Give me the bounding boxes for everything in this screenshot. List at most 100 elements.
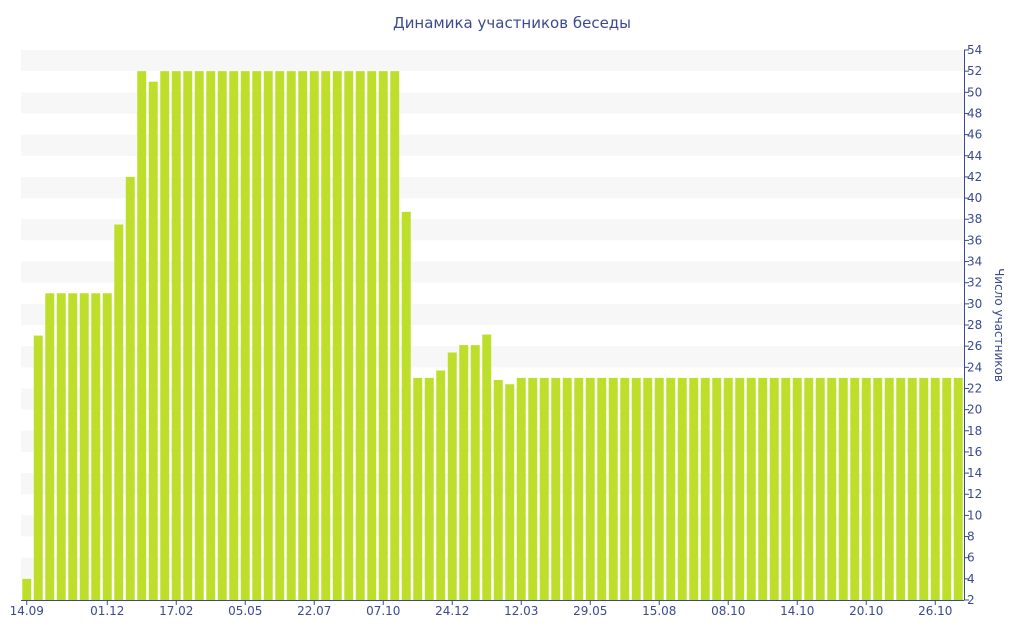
chart-title: Динамика участников беседы	[393, 14, 631, 32]
bar	[137, 71, 147, 600]
bar	[677, 377, 687, 600]
bar	[171, 71, 181, 600]
bar	[321, 71, 331, 600]
x-tick-label: 17.02	[159, 604, 193, 618]
bar	[620, 377, 630, 600]
bar	[562, 377, 572, 600]
bar	[194, 71, 204, 600]
bar	[160, 71, 170, 600]
bar	[493, 380, 503, 600]
y-tick-label: 42	[967, 170, 982, 184]
bar	[229, 71, 239, 600]
x-tick-label: 01.12	[90, 604, 124, 618]
bar	[528, 377, 538, 600]
bar	[447, 352, 457, 600]
bar	[654, 377, 664, 600]
y-tick-label: 32	[967, 276, 982, 290]
y-tick-label: 2	[967, 593, 975, 607]
bar	[298, 71, 308, 600]
y-tick-label: 52	[967, 64, 982, 78]
bar	[79, 293, 89, 600]
y-tick-label: 6	[967, 551, 975, 565]
y-tick-label: 30	[967, 297, 982, 311]
y-axis-label: Число участников	[992, 268, 1006, 382]
bar	[367, 71, 377, 600]
bar	[781, 377, 791, 600]
x-tick-label: 08.10	[711, 604, 745, 618]
bar	[459, 345, 469, 600]
bar	[930, 377, 940, 600]
bar	[792, 377, 802, 600]
bars	[22, 71, 963, 601]
y-tick-label: 34	[967, 255, 982, 269]
y-tick-label: 50	[967, 85, 982, 99]
x-tick-label: 24.12	[435, 604, 469, 618]
bar	[148, 81, 158, 601]
bar	[804, 377, 814, 600]
x-tick-label: 05.05	[228, 604, 262, 618]
bar	[907, 377, 917, 600]
bar	[355, 71, 365, 600]
bar	[436, 370, 446, 600]
y-tick-label: 8	[967, 530, 975, 544]
y-tick-label: 28	[967, 318, 982, 332]
bar	[45, 293, 55, 600]
x-tick-label: 07.10	[366, 604, 400, 618]
x-tick-label: 14.09	[10, 604, 44, 618]
bar	[712, 377, 722, 600]
bar	[332, 71, 342, 600]
bar	[585, 377, 595, 600]
bar	[597, 377, 607, 600]
bar	[309, 71, 319, 600]
y-tick-label: 54	[967, 43, 982, 57]
bar	[827, 377, 837, 600]
bar	[401, 211, 411, 600]
x-tick-label: 15.08	[642, 604, 676, 618]
bar	[700, 377, 710, 600]
bar	[275, 71, 285, 600]
bar	[884, 377, 894, 600]
bar	[252, 71, 262, 600]
bar	[735, 377, 745, 600]
bar	[896, 377, 906, 600]
y-tick-label: 36	[967, 233, 982, 247]
bar	[424, 377, 434, 600]
bar	[723, 377, 733, 600]
bar	[942, 377, 952, 600]
bar	[539, 377, 549, 600]
y-tick-label: 12	[967, 487, 982, 501]
bar	[505, 384, 515, 600]
y-tick-label: 18	[967, 424, 982, 438]
y-tick-label: 26	[967, 339, 982, 353]
y-axis: 2468101214161820222426283032343638404244…	[964, 43, 982, 607]
bar	[114, 224, 124, 600]
bar	[470, 345, 480, 600]
bar	[838, 377, 848, 600]
bar	[574, 377, 584, 600]
bar	[850, 377, 860, 600]
bar	[56, 293, 66, 600]
y-tick-label: 10	[967, 508, 982, 522]
x-tick-label: 14.10	[780, 604, 814, 618]
bar	[953, 377, 963, 600]
grid-band	[21, 50, 964, 72]
bar	[263, 71, 273, 600]
bar	[482, 334, 492, 600]
bar	[689, 377, 699, 600]
bar	[861, 377, 871, 600]
bar	[91, 293, 101, 600]
bar	[873, 377, 883, 600]
y-tick-label: 44	[967, 149, 982, 163]
bar	[390, 71, 400, 600]
bar	[206, 71, 216, 600]
bar	[769, 377, 779, 600]
y-tick-label: 48	[967, 106, 982, 120]
bar	[631, 377, 641, 600]
x-tick-label: 22.07	[297, 604, 331, 618]
x-tick-label: 20.10	[849, 604, 883, 618]
y-tick-label: 38	[967, 212, 982, 226]
bar	[643, 377, 653, 600]
y-tick-label: 46	[967, 128, 982, 142]
bar	[919, 377, 929, 600]
